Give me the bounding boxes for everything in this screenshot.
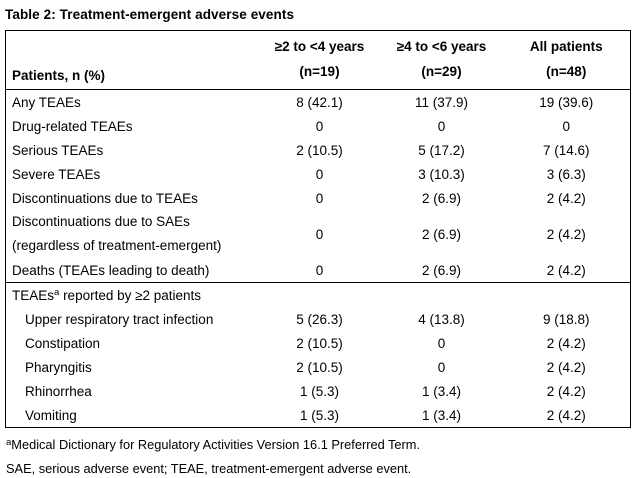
section-label-pre: TEAEs	[12, 287, 55, 303]
row-label: Serious TEAEs	[12, 142, 104, 158]
column-header-age-4-to-6-label: ≥4 to <6 years	[396, 39, 487, 54]
cell-value: 5 (26.3)	[296, 311, 343, 327]
cell-value: 2 (10.5)	[296, 359, 343, 375]
cell-value: 1 (5.3)	[299, 407, 340, 423]
section-header-label: TEAEsa reported by ≥2 patients	[6, 283, 631, 308]
cell-value: 0	[315, 226, 324, 242]
cell-value: 2 (10.5)	[296, 335, 343, 351]
table-row-pharyngitis: Pharyngitis 2 (10.5) 0 2 (4.2)	[6, 355, 631, 379]
row-label: Constipation	[25, 335, 101, 351]
cell-value: 0	[315, 166, 324, 182]
cell-value: 2 (4.2)	[546, 383, 586, 399]
cell-value: 0	[315, 262, 324, 278]
cell-value: 0	[437, 335, 446, 351]
cell-value: 7 (14.6)	[542, 142, 590, 158]
table-title: Table 2: Treatment-emergent adverse even…	[5, 7, 295, 22]
footnote-meddra: aMedical Dictionary for Regulatory Activ…	[6, 433, 630, 457]
cell-value: 2 (4.2)	[546, 407, 586, 423]
column-header-age-4-to-6-n: (n=29)	[421, 64, 462, 79]
cell-value: 2 (4.2)	[546, 190, 586, 206]
cell-value: 0	[315, 190, 324, 206]
column-header-age-2-to-4-label: ≥2 to <4 years	[274, 39, 365, 54]
cell-value: 11 (37.9)	[414, 94, 469, 110]
row-label: Any TEAEs	[12, 94, 81, 110]
cell-value: 2 (4.2)	[546, 226, 586, 242]
cell-value: 0	[437, 359, 446, 375]
table-row-drug-related-teaes: Drug-related TEAEs 0 0 0	[6, 114, 631, 138]
cell-value: 0	[315, 118, 324, 134]
footnote-abbreviations: SAE, serious adverse event; TEAE, treatm…	[6, 460, 412, 476]
column-header-all-patients: All patients (n=48)	[503, 31, 631, 90]
column-header-age-2-to-4: ≥2 to <4 years (n=19)	[259, 31, 381, 90]
section-superscript: a	[54, 287, 60, 298]
table-row-discontinuations-saes: Discontinuations due to SAEs (regardless…	[6, 210, 631, 258]
table-row-discontinuations-teaes: Discontinuations due to TEAEs 0 2 (6.9) …	[6, 186, 631, 210]
cell-value: 1 (3.4)	[421, 407, 462, 423]
table-row-upper-respiratory: Upper respiratory tract infection 5 (26.…	[6, 307, 631, 331]
row-label-line1: Discontinuations due to SAEs	[12, 214, 190, 229]
row-label: Pharyngitis	[25, 359, 92, 375]
cell-value: 2 (6.9)	[421, 226, 462, 242]
cell-value: 5 (17.2)	[418, 142, 465, 158]
table-row-constipation: Constipation 2 (10.5) 0 2 (4.2)	[6, 331, 631, 355]
cell-value: 3 (6.3)	[546, 166, 586, 182]
cell-value: 2 (4.2)	[546, 335, 586, 351]
row-label: Drug-related TEAEs	[12, 118, 133, 134]
cell-value: 1 (5.3)	[299, 383, 340, 399]
row-label: Deaths (TEAEs leading to death)	[12, 262, 210, 278]
cell-value: 3 (10.3)	[418, 166, 465, 182]
cell-value: 2 (6.9)	[421, 190, 462, 206]
cell-value: 19 (39.6)	[539, 94, 594, 110]
footnote-superscript: a	[6, 436, 12, 448]
column-header-patients: Patients, n (%)	[12, 68, 106, 83]
row-label: Upper respiratory tract infection	[25, 311, 214, 327]
cell-value: 2 (4.2)	[546, 262, 586, 278]
cell-value: 0	[437, 118, 446, 134]
column-header-age-4-to-6: ≥4 to <6 years (n=29)	[381, 31, 503, 90]
row-label: Discontinuations due to TEAEs	[12, 190, 198, 206]
table-row-vomiting: Vomiting 1 (5.3) 1 (3.4) 2 (4.2)	[6, 403, 631, 428]
cell-value: 1 (3.4)	[421, 383, 462, 399]
cell-value: 2 (10.5)	[296, 142, 343, 158]
cell-value: 8 (42.1)	[296, 94, 343, 110]
column-header-age-2-to-4-n: (n=19)	[299, 64, 340, 79]
row-label: Severe TEAEs	[12, 166, 101, 182]
footnote-meddra-text: Medical Dictionary for Regulatory Activi…	[11, 437, 421, 452]
column-header-all-patients-n: (n=48)	[546, 64, 587, 79]
cell-value: 2 (4.2)	[546, 359, 586, 375]
cell-value: 9 (18.8)	[542, 311, 590, 327]
header-row: Patients, n (%) ≥2 to <4 years (n=19) ≥4…	[5, 31, 631, 90]
row-label-line2: (regardless of treatment-emergent)	[12, 238, 222, 253]
row-label: Rhinorrhea	[25, 383, 92, 399]
table-row-severe-teaes: Severe TEAEs 0 3 (10.3) 3 (6.3)	[6, 162, 631, 186]
adverse-events-table: Patients, n (%) ≥2 to <4 years (n=19) ≥4…	[5, 30, 631, 428]
section-label-post: reported by ≥2 patients	[59, 287, 202, 303]
footnotes: aMedical Dictionary for Regulatory Activ…	[6, 433, 630, 478]
row-label: Discontinuations due to SAEs (regardless…	[6, 210, 259, 258]
column-header-all-patients-label: All patients	[529, 39, 603, 54]
cell-value: 0	[562, 118, 570, 134]
table-row-any-teaes: Any TEAEs 8 (42.1) 11 (37.9) 19 (39.6)	[6, 90, 631, 115]
section-header-row: TEAEsa reported by ≥2 patients	[5, 282, 631, 308]
table-row-deaths: Deaths (TEAEs leading to death) 0 2 (6.9…	[6, 258, 631, 283]
table-row-rhinorrhea: Rhinorrhea 1 (5.3) 1 (3.4) 2 (4.2)	[6, 379, 631, 403]
cell-value: 2 (6.9)	[421, 262, 462, 278]
row-label: Vomiting	[25, 407, 77, 423]
table-row-serious-teaes: Serious TEAEs 2 (10.5) 5 (17.2) 7 (14.6)	[6, 138, 631, 162]
cell-value: 4 (13.8)	[418, 311, 465, 327]
